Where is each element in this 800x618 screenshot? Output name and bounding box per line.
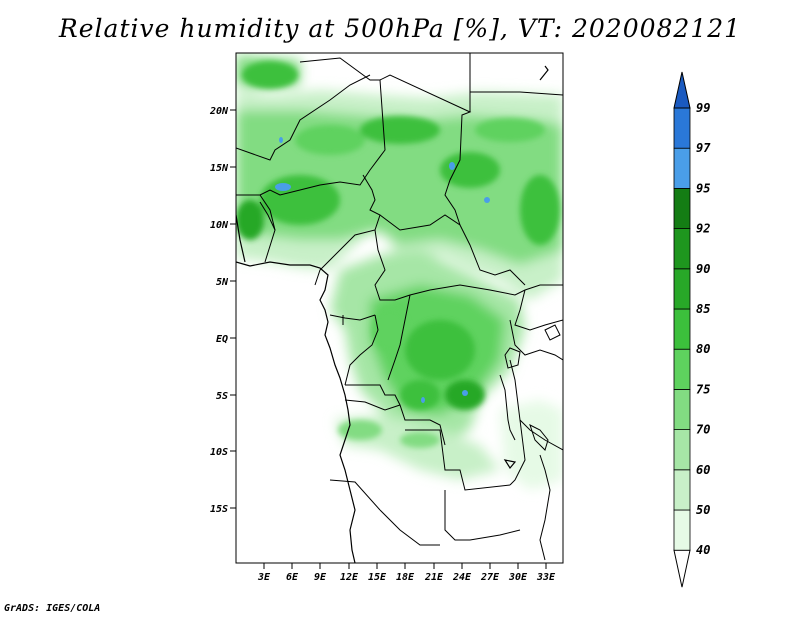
lat-label-20n: 20N <box>209 106 229 117</box>
colorbar-upper-arrow <box>673 71 691 109</box>
country-borders <box>236 53 563 561</box>
lon-label-3e: 3E <box>257 572 271 583</box>
colorbar-label: 75 <box>696 382 710 396</box>
lat-label-15n: 15N <box>210 163 229 174</box>
lon-label-24e: 24E <box>452 572 472 583</box>
colorbar-label: 40 <box>696 543 710 557</box>
lon-label-21e: 21E <box>424 572 444 583</box>
colorbar-label: 99 <box>696 101 710 115</box>
lon-label-30e: 30E <box>508 572 528 583</box>
colorbar-label: 97 <box>696 141 711 155</box>
lon-label-6e: 6E <box>286 572 299 583</box>
lat-label-eq: EQ <box>216 334 228 345</box>
colorbar-label: 92 <box>696 222 710 236</box>
chart-title: Relative humidity at 500hPa [%], VT: 202… <box>58 14 742 43</box>
lakes <box>499 324 561 451</box>
colorbar-segment <box>673 388 691 430</box>
coastline <box>236 65 549 563</box>
colorbar-segment <box>673 268 691 310</box>
lon-label-18e: 18E <box>396 572 415 583</box>
lat-label-10s: 10S <box>210 447 228 458</box>
colorbar-segment <box>673 107 691 149</box>
lat-label-5s: 5S <box>216 391 228 402</box>
colorbar-segment <box>673 509 691 551</box>
lon-label-33e: 33E <box>536 572 556 583</box>
colorbar-label: 90 <box>696 262 710 276</box>
humidity-field <box>236 53 563 563</box>
colorbar-label: 70 <box>696 423 710 437</box>
colorbar-label: 85 <box>696 302 710 316</box>
colorbar-label: 60 <box>696 463 710 477</box>
lat-label-10n: 10N <box>210 220 229 231</box>
lon-label-12e: 12E <box>340 572 359 583</box>
lon-label-27e: 27E <box>480 572 500 583</box>
colorbar-segment <box>673 228 691 270</box>
colorbar-lower-arrow <box>673 549 691 588</box>
lon-label-15e: 15E <box>368 572 387 583</box>
colorbar-segment <box>673 348 691 390</box>
colorbar-label: 80 <box>696 342 710 356</box>
colorbar-segment <box>673 469 691 511</box>
colorbar-label: 95 <box>696 181 710 195</box>
credit-label: GrADS: IGES/COLA <box>4 603 101 614</box>
lat-label-5n: 5N <box>216 277 229 288</box>
colorbar-segment <box>673 147 691 189</box>
colorbar-label: 50 <box>696 503 710 517</box>
colorbar-segment <box>673 429 691 471</box>
colorbar-segment <box>673 187 691 229</box>
lat-label-15s: 15S <box>210 504 228 515</box>
map-frame <box>235 52 564 564</box>
colorbar: 40 50 60 70 75 80 85 90 92 95 97 99 <box>673 71 711 588</box>
colorbar-segment <box>673 308 691 350</box>
lon-label-9e: 9E <box>314 572 327 583</box>
